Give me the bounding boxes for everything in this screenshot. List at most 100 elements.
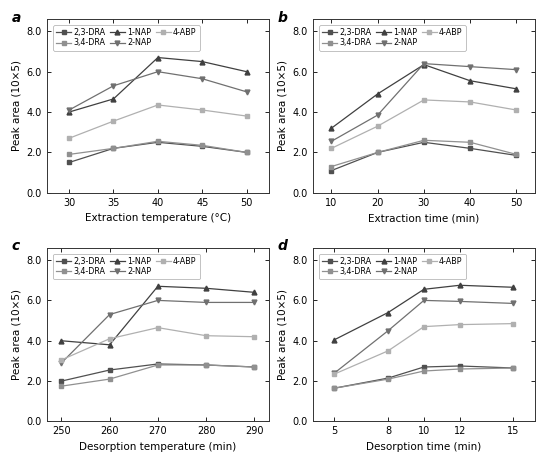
3,4-DRA bbox=[66, 152, 73, 157]
Line: 3,4-DRA: 3,4-DRA bbox=[59, 363, 257, 388]
4-ABP bbox=[251, 334, 258, 339]
2-NAP bbox=[106, 312, 113, 317]
4-ABP bbox=[513, 107, 520, 113]
Legend: 2,3-DRA, 3,4-DRA, 1-NAP, 2-NAP, 4-ABP: 2,3-DRA, 3,4-DRA, 1-NAP, 2-NAP, 4-ABP bbox=[319, 25, 466, 50]
2-NAP bbox=[203, 300, 209, 305]
1-NAP bbox=[106, 342, 113, 348]
2-NAP bbox=[244, 89, 250, 94]
3,4-DRA bbox=[467, 139, 473, 145]
1-NAP bbox=[385, 310, 391, 315]
2,3-DRA bbox=[375, 150, 381, 155]
4-ABP bbox=[58, 357, 64, 363]
1-NAP bbox=[251, 289, 258, 295]
Legend: 2,3-DRA, 3,4-DRA, 1-NAP, 2-NAP, 4-ABP: 2,3-DRA, 3,4-DRA, 1-NAP, 2-NAP, 4-ABP bbox=[53, 25, 200, 50]
4-ABP bbox=[375, 123, 381, 129]
1-NAP bbox=[456, 282, 463, 288]
3,4-DRA bbox=[58, 383, 64, 389]
2,3-DRA bbox=[251, 364, 258, 370]
3,4-DRA bbox=[110, 145, 117, 151]
X-axis label: Extraction time (min): Extraction time (min) bbox=[369, 213, 479, 223]
2,3-DRA bbox=[66, 160, 73, 165]
1-NAP bbox=[66, 109, 73, 115]
1-NAP bbox=[375, 91, 381, 97]
1-NAP bbox=[203, 286, 209, 291]
Text: b: b bbox=[277, 11, 287, 25]
2,3-DRA bbox=[244, 150, 250, 155]
3,4-DRA bbox=[155, 138, 161, 144]
Legend: 2,3-DRA, 3,4-DRA, 1-NAP, 2-NAP, 4-ABP: 2,3-DRA, 3,4-DRA, 1-NAP, 2-NAP, 4-ABP bbox=[53, 254, 200, 279]
3,4-DRA bbox=[328, 164, 335, 169]
Y-axis label: Peak area (10×5): Peak area (10×5) bbox=[11, 289, 21, 380]
Text: d: d bbox=[277, 239, 287, 253]
Line: 2,3-DRA: 2,3-DRA bbox=[59, 362, 257, 383]
2,3-DRA bbox=[155, 361, 161, 367]
2-NAP bbox=[110, 83, 117, 88]
2,3-DRA bbox=[328, 168, 335, 173]
3,4-DRA bbox=[510, 365, 517, 371]
1-NAP bbox=[155, 283, 161, 289]
Line: 3,4-DRA: 3,4-DRA bbox=[332, 366, 515, 390]
2,3-DRA bbox=[456, 363, 463, 369]
2-NAP bbox=[420, 298, 427, 303]
1-NAP bbox=[328, 125, 335, 131]
3,4-DRA bbox=[155, 362, 161, 368]
2-NAP bbox=[331, 370, 338, 376]
4-ABP bbox=[110, 119, 117, 124]
2,3-DRA bbox=[385, 375, 391, 381]
3,4-DRA bbox=[375, 150, 381, 155]
2,3-DRA bbox=[420, 364, 427, 370]
1-NAP bbox=[420, 62, 427, 68]
Line: 2-NAP: 2-NAP bbox=[59, 298, 257, 365]
1-NAP bbox=[420, 287, 427, 292]
Line: 4-ABP: 4-ABP bbox=[67, 103, 249, 140]
1-NAP bbox=[513, 86, 520, 92]
4-ABP bbox=[199, 107, 205, 113]
2,3-DRA bbox=[155, 139, 161, 145]
2,3-DRA bbox=[331, 385, 338, 391]
2-NAP bbox=[58, 360, 64, 366]
2-NAP bbox=[467, 64, 473, 69]
4-ABP bbox=[467, 99, 473, 105]
1-NAP bbox=[244, 69, 250, 75]
2,3-DRA bbox=[510, 365, 517, 371]
Text: a: a bbox=[11, 11, 21, 25]
4-ABP bbox=[328, 145, 335, 151]
2-NAP bbox=[155, 298, 161, 303]
1-NAP bbox=[331, 337, 338, 343]
Line: 3,4-DRA: 3,4-DRA bbox=[329, 138, 519, 169]
Line: 2,3-DRA: 2,3-DRA bbox=[332, 364, 515, 390]
Line: 1-NAP: 1-NAP bbox=[67, 55, 249, 114]
4-ABP bbox=[155, 102, 161, 108]
1-NAP bbox=[510, 284, 517, 290]
2,3-DRA bbox=[199, 144, 205, 149]
Y-axis label: Peak area (10×5): Peak area (10×5) bbox=[277, 61, 287, 151]
3,4-DRA bbox=[420, 138, 427, 143]
Legend: 2,3-DRA, 3,4-DRA, 1-NAP, 2-NAP, 4-ABP: 2,3-DRA, 3,4-DRA, 1-NAP, 2-NAP, 4-ABP bbox=[319, 254, 466, 279]
1-NAP bbox=[467, 78, 473, 83]
Line: 2,3-DRA: 2,3-DRA bbox=[67, 140, 249, 165]
Line: 3,4-DRA: 3,4-DRA bbox=[67, 139, 249, 156]
2,3-DRA bbox=[106, 367, 113, 373]
X-axis label: Extraction temperature (°C): Extraction temperature (°C) bbox=[85, 213, 231, 223]
Y-axis label: Peak area (10×5): Peak area (10×5) bbox=[277, 289, 287, 380]
2-NAP bbox=[456, 299, 463, 304]
3,4-DRA bbox=[513, 152, 520, 157]
2-NAP bbox=[510, 300, 517, 306]
2,3-DRA bbox=[420, 139, 427, 145]
4-ABP bbox=[331, 371, 338, 377]
1-NAP bbox=[110, 96, 117, 102]
Line: 4-ABP: 4-ABP bbox=[329, 98, 519, 150]
Line: 2-NAP: 2-NAP bbox=[67, 69, 249, 113]
2-NAP bbox=[155, 69, 161, 75]
2,3-DRA bbox=[58, 378, 64, 384]
4-ABP bbox=[420, 324, 427, 329]
Text: c: c bbox=[11, 239, 20, 253]
Y-axis label: Peak area (10×5): Peak area (10×5) bbox=[11, 61, 21, 151]
Line: 1-NAP: 1-NAP bbox=[59, 284, 257, 347]
Line: 4-ABP: 4-ABP bbox=[332, 321, 515, 376]
Line: 2-NAP: 2-NAP bbox=[329, 61, 519, 144]
3,4-DRA bbox=[456, 366, 463, 372]
3,4-DRA bbox=[251, 364, 258, 370]
4-ABP bbox=[385, 348, 391, 354]
3,4-DRA bbox=[203, 362, 209, 368]
